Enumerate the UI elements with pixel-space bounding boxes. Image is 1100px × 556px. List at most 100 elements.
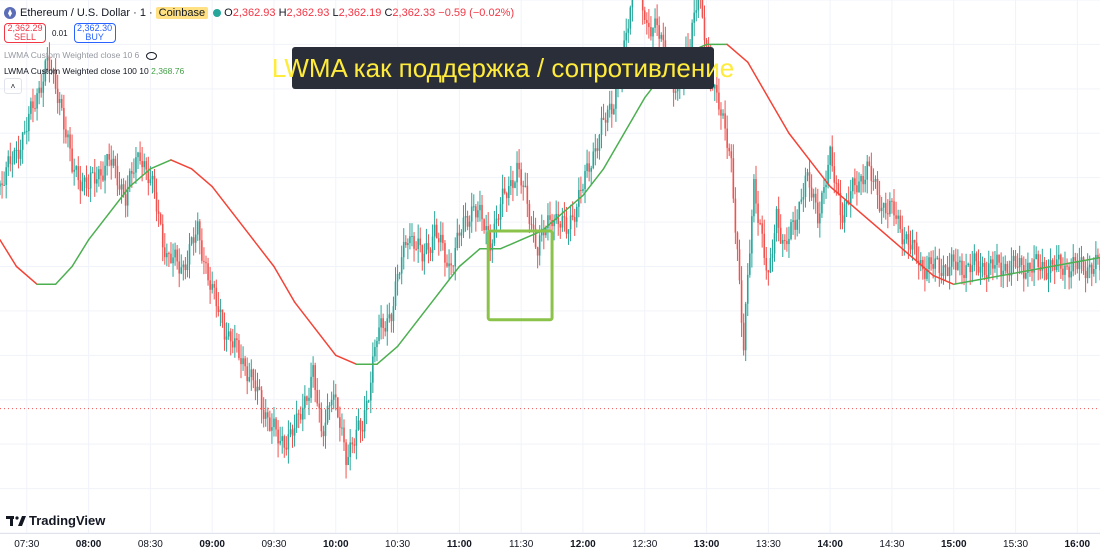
tradingview-logo[interactable]: TradingView bbox=[6, 513, 105, 528]
candle bbox=[761, 223, 763, 234]
candle bbox=[287, 434, 290, 450]
candle bbox=[400, 257, 403, 274]
annotation-label: LWMA как поддержка / сопротивление bbox=[272, 47, 734, 89]
candle bbox=[139, 152, 141, 161]
candle bbox=[868, 161, 871, 166]
candle bbox=[948, 266, 951, 276]
candle bbox=[271, 427, 273, 431]
candle bbox=[979, 266, 982, 273]
candle bbox=[864, 179, 866, 185]
candle bbox=[1074, 257, 1077, 261]
candle bbox=[1070, 271, 1072, 278]
candle bbox=[899, 215, 901, 230]
candle bbox=[207, 263, 209, 281]
candle bbox=[909, 244, 912, 250]
candle bbox=[1029, 262, 1031, 270]
symbol-title[interactable]: Ethereum / U.S. Dollar · 1 · bbox=[20, 7, 153, 19]
candle bbox=[153, 175, 156, 193]
candle bbox=[950, 254, 953, 267]
candle bbox=[952, 254, 955, 262]
candle bbox=[131, 170, 133, 174]
candle bbox=[674, 91, 677, 93]
candle bbox=[598, 134, 601, 151]
candle bbox=[819, 213, 821, 224]
candle bbox=[302, 407, 304, 420]
candle bbox=[188, 244, 191, 265]
candle bbox=[907, 234, 910, 245]
lwma-line-segment bbox=[293, 301, 316, 330]
candle bbox=[536, 247, 539, 256]
candle bbox=[1066, 265, 1068, 267]
candle bbox=[225, 336, 228, 340]
candle bbox=[227, 331, 230, 337]
lwma-line-segment bbox=[335, 354, 358, 365]
candle bbox=[477, 210, 479, 218]
eye-off-icon[interactable] bbox=[145, 51, 157, 60]
candle bbox=[351, 442, 354, 445]
candle bbox=[46, 56, 49, 61]
candle bbox=[258, 386, 261, 391]
candle bbox=[839, 192, 842, 216]
candle bbox=[1014, 255, 1017, 267]
candle bbox=[9, 156, 12, 164]
candle bbox=[205, 261, 207, 264]
candle bbox=[203, 260, 205, 262]
candle bbox=[985, 275, 988, 278]
candle bbox=[884, 202, 887, 214]
candle bbox=[1004, 263, 1007, 271]
candle bbox=[372, 356, 374, 383]
indicator-legend-slow[interactable]: LWMA Custom Weighted close 100 10 2,368.… bbox=[4, 66, 184, 76]
sell-button[interactable]: 2,362.29 SELL bbox=[4, 23, 46, 43]
trade-buttons: 2,362.29 SELL 0.01 2,362.30 BUY bbox=[4, 23, 116, 43]
candle bbox=[604, 119, 607, 123]
change-value: −0.59 (−0.02%) bbox=[438, 7, 515, 19]
exchange-badge: Coinbase bbox=[155, 7, 209, 19]
indicator-legend-fast[interactable]: LWMA Custom Weighted close 10 6 bbox=[4, 50, 157, 60]
candle bbox=[924, 269, 926, 279]
candle bbox=[588, 163, 590, 172]
candle bbox=[816, 202, 819, 224]
time-axis[interactable]: 07:30 08:00 08:30 09:00 09:30 10:00 10:30 11:00… bbox=[0, 533, 1100, 556]
market-open-dot-icon bbox=[213, 9, 222, 17]
candle bbox=[96, 179, 98, 184]
lwma-line-segment bbox=[499, 239, 522, 250]
candle bbox=[357, 420, 360, 430]
candle bbox=[491, 243, 494, 251]
candle bbox=[479, 204, 481, 211]
candle bbox=[376, 340, 378, 348]
candle bbox=[777, 208, 780, 228]
lwma-line-segment bbox=[108, 185, 131, 214]
candle bbox=[975, 253, 978, 262]
lwma-line-segment bbox=[170, 159, 193, 170]
candle bbox=[1062, 268, 1064, 275]
candle bbox=[17, 149, 20, 159]
buy-button[interactable]: 2,362.30 BUY bbox=[73, 23, 116, 43]
candle bbox=[402, 241, 405, 258]
collapse-legend-button[interactable]: ˄ bbox=[4, 78, 22, 94]
lwma-line-segment bbox=[747, 61, 770, 99]
candle bbox=[13, 150, 16, 164]
candle bbox=[472, 206, 475, 208]
candle bbox=[219, 309, 222, 313]
candle bbox=[407, 243, 409, 246]
candle bbox=[788, 238, 790, 245]
candle bbox=[1043, 262, 1046, 267]
lwma-line-segment bbox=[314, 327, 337, 357]
candle bbox=[862, 175, 864, 185]
candle bbox=[1060, 254, 1062, 269]
candle bbox=[54, 69, 57, 89]
candle bbox=[792, 220, 794, 223]
time-tick-label: 11:30 bbox=[509, 539, 534, 550]
candle bbox=[112, 158, 115, 166]
candle bbox=[289, 429, 292, 435]
candle bbox=[565, 217, 568, 234]
candle bbox=[295, 413, 298, 428]
candle bbox=[740, 280, 743, 323]
candle bbox=[596, 148, 599, 151]
candle bbox=[182, 264, 185, 268]
candle bbox=[260, 390, 263, 410]
lwma-line-segment bbox=[458, 247, 481, 268]
candle bbox=[69, 134, 71, 149]
candle bbox=[310, 376, 312, 398]
